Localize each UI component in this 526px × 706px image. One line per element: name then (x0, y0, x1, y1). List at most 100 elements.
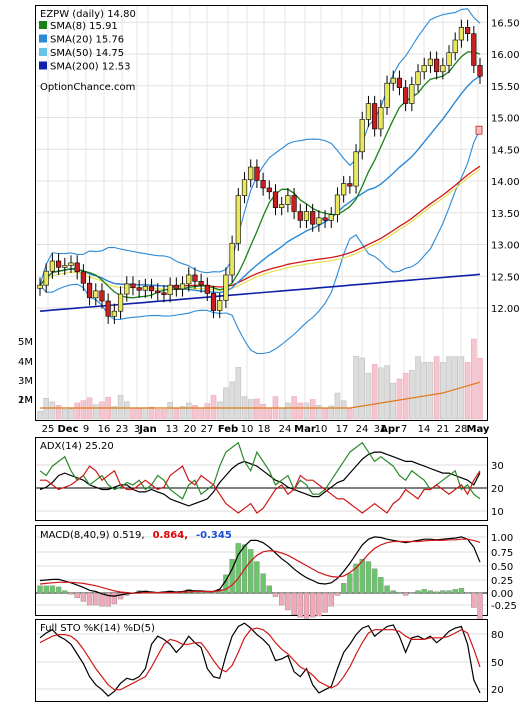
candle-body (136, 287, 142, 291)
price-tick-label: 14.00 (491, 177, 520, 188)
macd-histogram-bar (371, 568, 378, 594)
macd-histogram-bar (458, 587, 465, 594)
adx-panel: 30 20 10 ADX(14) 25.20 (35, 437, 504, 521)
candle-body (334, 194, 341, 215)
candle-body (403, 87, 409, 104)
bollinger-bands (39, 8, 481, 355)
candle-body (310, 211, 316, 225)
volume-bar (204, 403, 211, 420)
volume-bar (378, 367, 384, 420)
volume-bar (247, 399, 254, 420)
panel-tick-label: -0.25 (491, 601, 517, 612)
date-tick-label: 27 (201, 424, 214, 435)
macd-histogram-bar (297, 592, 303, 618)
volume-bar (452, 356, 458, 420)
yellow-band-line (39, 168, 481, 291)
price-gridlines (36, 6, 487, 701)
candlesticks (37, 19, 483, 324)
candle-body (62, 265, 68, 268)
stochastic-title: Full STO %K(14) %D(5) (40, 623, 155, 634)
date-tick-label: Apr (380, 424, 400, 435)
candle-body (440, 65, 446, 73)
panel-tick-label: 80 (491, 630, 504, 641)
candle-body (192, 274, 198, 282)
panel-tick-label: 0.75 (491, 548, 513, 559)
candle-body (359, 119, 365, 153)
volume-bar (99, 401, 105, 420)
macd-histogram-bar (396, 592, 403, 594)
candle-body (217, 300, 223, 311)
macd-histogram-bar (378, 577, 384, 594)
stochastic-panel-frame (35, 619, 488, 702)
macd-histogram-bar (43, 585, 49, 594)
candle-body (68, 262, 74, 266)
volume-bar (278, 408, 285, 420)
indicator-line (39, 536, 481, 597)
candle-body (279, 204, 285, 208)
macd-histogram-bar (68, 592, 74, 595)
volume-bar (477, 358, 483, 420)
macd-histogram-bar (340, 583, 347, 594)
legend-swatch (39, 61, 47, 70)
macd-histogram-bar (421, 589, 427, 594)
volume-bar (365, 372, 372, 420)
macd-histogram-bar (464, 592, 471, 594)
volume-bar (427, 362, 434, 420)
date-tick-label: 23 (116, 424, 129, 435)
date-tick-label: 16 (98, 424, 111, 435)
macd-histogram-value: -0.345 (196, 530, 232, 541)
macd-histogram-bar (322, 592, 328, 613)
date-tick-label: Dec (57, 424, 78, 435)
macd-histogram-bar (266, 585, 272, 594)
candle-body (210, 293, 217, 311)
macd-histogram-bar (235, 543, 242, 594)
volume-bar (309, 399, 316, 420)
panel-tick-label: 0.50 (491, 562, 513, 573)
candle-body (415, 71, 421, 85)
macd-histogram-bar (105, 592, 111, 607)
candle-body (458, 27, 465, 41)
volume-average-line (40, 381, 481, 409)
candle-body (272, 191, 279, 208)
indicator-line (39, 538, 481, 594)
price-tick-label: 13.50 (491, 209, 520, 220)
candle-body (260, 180, 266, 189)
macd-histogram-bar (285, 592, 291, 611)
macd-histogram-bar (49, 585, 56, 594)
volume-bar (322, 408, 328, 420)
macd-histogram-bar (55, 586, 62, 594)
macd-histogram-bar (440, 590, 446, 594)
price-tick-label: 12.50 (491, 272, 520, 283)
volume-bar (117, 395, 124, 420)
candle-body (229, 242, 235, 276)
volume-bar (229, 381, 235, 420)
date-tick-label: May (467, 424, 490, 435)
date-tick-label: Mar (294, 424, 316, 435)
volume-bar (55, 405, 62, 420)
volume-bar (43, 398, 49, 420)
indicator-line (40, 465, 481, 514)
candle-body (465, 27, 471, 34)
candle-body (477, 65, 483, 77)
macd-histogram-bar (471, 592, 477, 608)
macd-y-tick-labels: 1.00 0.75 0.50 0.25 0.00-0.25 (491, 533, 517, 612)
price-tick-label: 15.00 (491, 114, 520, 125)
macd-histogram-bar (309, 592, 316, 618)
sma20-line (39, 75, 481, 294)
bollinger-upper (39, 8, 481, 286)
candle-body (322, 217, 328, 221)
price-tick-label: 16.50 (491, 18, 520, 29)
macd-histogram-bar (204, 592, 211, 594)
volume-bar (353, 355, 359, 420)
date-tick-label: 20 (184, 424, 197, 435)
macd-histogram-bar (229, 558, 235, 594)
volume-bar (74, 402, 80, 420)
volume-bar (68, 408, 74, 420)
candle-body (347, 183, 353, 187)
candle-body (341, 183, 347, 196)
candle-body (446, 52, 452, 66)
date-tick-label: Jan (138, 424, 157, 435)
indicator-line (39, 627, 481, 691)
macd-histogram-bar (409, 592, 415, 594)
volume-bars (37, 338, 483, 420)
